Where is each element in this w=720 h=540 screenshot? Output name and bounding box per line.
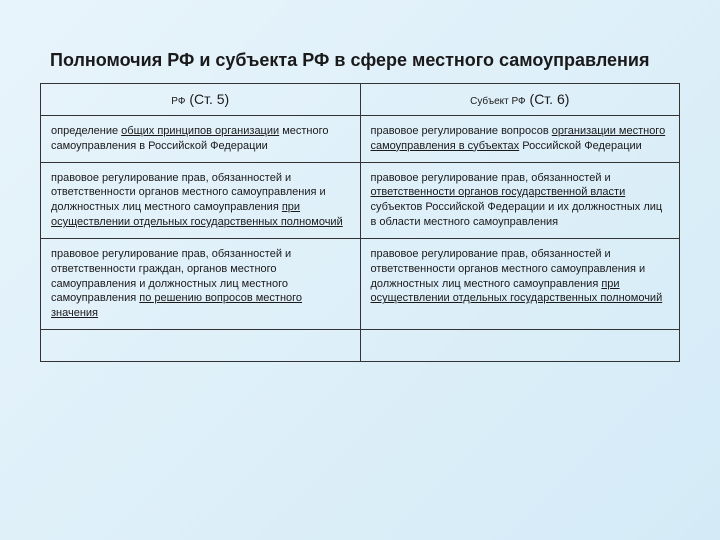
- table-row: определение общих принципов организации …: [41, 115, 680, 162]
- table-row: правовое регулирование прав, обязанносте…: [41, 238, 680, 329]
- header-subject-small: Субъект РФ: [470, 96, 526, 107]
- text-post: субъектов Российской Федерации и их долж…: [371, 201, 663, 228]
- powers-table: РФ (Ст. 5) Субъект РФ (Ст. 6) определени…: [40, 83, 680, 362]
- header-row: РФ (Ст. 5) Субъект РФ (Ст. 6): [41, 84, 680, 116]
- text-pre: правовое регулирование вопросов: [371, 125, 552, 137]
- text-underline: общих принципов организации: [121, 125, 279, 137]
- header-rf-big: (Ст. 5): [185, 91, 229, 107]
- header-rf: РФ (Ст. 5): [41, 84, 361, 116]
- table-row: правовое регулирование прав, обязанносте…: [41, 162, 680, 238]
- cell-empty-left: [41, 330, 361, 362]
- text-post: Российской Федерации: [519, 140, 642, 152]
- page-title: Полномочия РФ и субъекта РФ в сфере мест…: [40, 50, 680, 71]
- header-rf-small: РФ: [171, 96, 185, 107]
- text-pre: определение: [51, 125, 121, 137]
- header-subject: Субъект РФ (Ст. 6): [360, 84, 680, 116]
- text-underline: ответственности органов государственной …: [371, 186, 626, 198]
- table-row-empty: [41, 330, 680, 362]
- cell-left-3: правовое регулирование прав, обязанносте…: [41, 238, 361, 329]
- cell-right-1: правовое регулирование вопросов организа…: [360, 115, 680, 162]
- cell-right-3: правовое регулирование прав, обязанносте…: [360, 238, 680, 329]
- cell-right-2: правовое регулирование прав, обязанносте…: [360, 162, 680, 238]
- header-subject-big: (Ст. 6): [526, 91, 570, 107]
- cell-empty-right: [360, 330, 680, 362]
- text-pre: правовое регулирование прав, обязанносте…: [371, 172, 611, 184]
- cell-left-2: правовое регулирование прав, обязанносте…: [41, 162, 361, 238]
- cell-left-1: определение общих принципов организации …: [41, 115, 361, 162]
